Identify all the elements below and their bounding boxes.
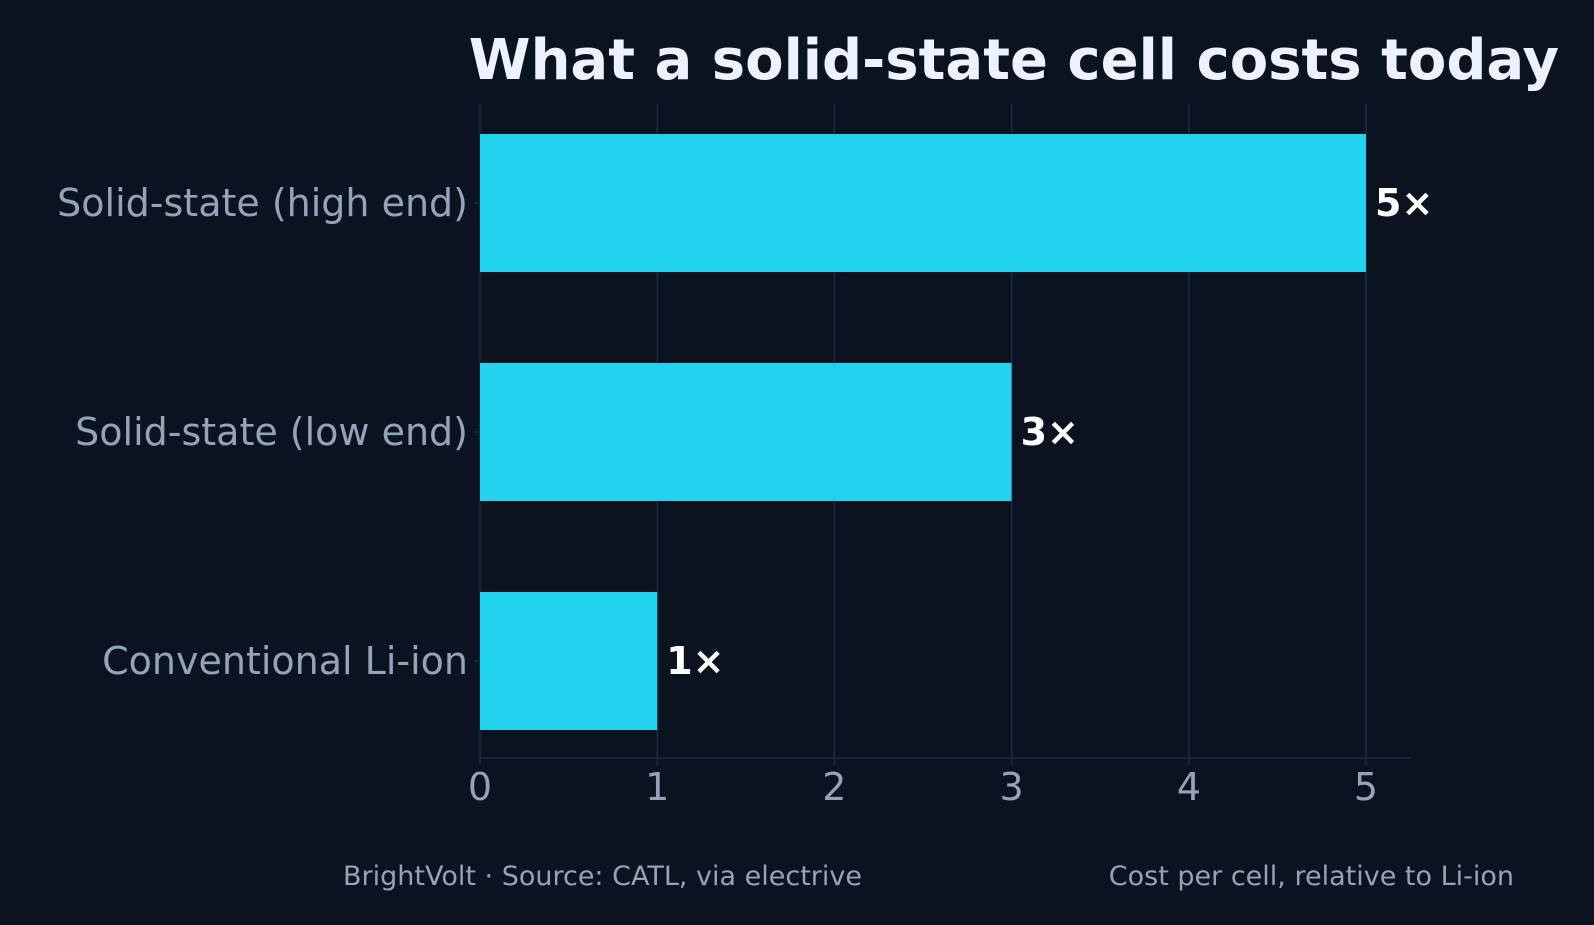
unit-note: Cost per cell, relative to Li-ion [1109, 861, 1514, 892]
chart-title: What a solid-state cell costs today [469, 28, 1559, 93]
value-label: 5× [1375, 181, 1433, 225]
value-label: 1× [666, 639, 724, 683]
category-label: Solid-state (high end) [57, 181, 468, 225]
source-note: BrightVolt · Source: CATL, via electrive [343, 861, 862, 892]
bar [480, 363, 1012, 501]
x-tick-label: 4 [1177, 765, 1201, 809]
x-tick-label: 3 [1000, 765, 1024, 809]
labels: 0 1 2 3 4 5 Solid-state (high end) 5× Solid-stat… [57, 181, 1433, 809]
value-label: 3× [1021, 410, 1079, 454]
category-label: Conventional Li-ion [102, 639, 468, 683]
x-tick-label: 0 [468, 765, 492, 809]
bar [480, 592, 658, 730]
bar [480, 134, 1366, 272]
x-tick-label: 1 [645, 765, 669, 809]
x-tick-label: 5 [1354, 765, 1378, 809]
category-label: Solid-state (low end) [75, 410, 468, 454]
bars [480, 134, 1366, 730]
x-tick-label: 2 [822, 765, 846, 809]
